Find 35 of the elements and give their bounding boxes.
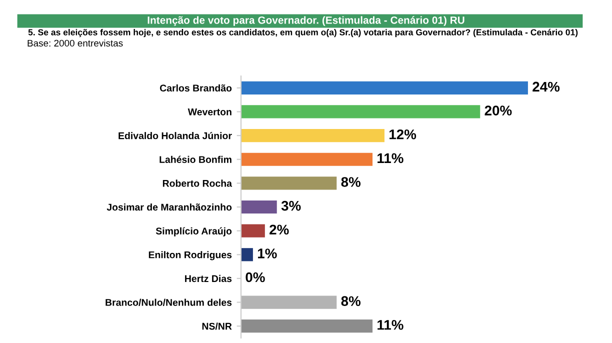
y-tick-label: Weverton (188, 108, 232, 116)
y-tick-label: Roberto Rocha (162, 180, 232, 187)
bar (241, 224, 265, 238)
y-tick-label: Josimar de Maranhãozinho (106, 203, 232, 211)
data-label: 2% (270, 224, 289, 235)
y-tick-label: Hertz Dias (185, 274, 232, 282)
bar (241, 105, 480, 118)
y-tick-label: Branco/Nulo/Nenhum deles (106, 298, 232, 306)
data-label: 1% (258, 248, 277, 258)
y-tick-label: Simplício Araújo (156, 227, 232, 236)
bar (241, 152, 373, 166)
data-label: 11% (378, 320, 404, 330)
data-label: 11% (378, 153, 404, 164)
y-tick-label: Enilton Rodrigues (148, 251, 232, 260)
bar (241, 320, 373, 333)
bar (241, 248, 253, 262)
y-tick-label: Carlos Brandão (160, 84, 232, 92)
y-tick-label: Edivaldo Holanda Júnior (118, 132, 232, 140)
data-label: 8% (341, 177, 361, 187)
bar (241, 296, 337, 309)
chart-title: Intenção de voto para Governador. (Estimulada - Cenário 01) RU (148, 16, 464, 26)
data-label: 20% (484, 106, 512, 116)
text: Base: 2000 entrevistas (28, 40, 123, 47)
y-tick-label: Lahésio Bonfim (160, 156, 232, 163)
data-label: 12% (390, 129, 416, 140)
bar (241, 176, 337, 190)
y-tick-label: NS/NR (202, 322, 232, 330)
data-label: 0% (246, 272, 265, 282)
data-label: 24% (532, 82, 560, 92)
bar (241, 128, 384, 142)
data-label: 8% (341, 296, 361, 306)
bar (241, 200, 277, 214)
chart-subtitle: 5. Se as eleições fossem hoje, e sendo estes os candidatos, em quem o(a) Sr.(a) votaria para Governador? (Estimulada - Cenário 01) (28, 28, 578, 38)
bar (241, 81, 528, 94)
data-label: 3% (281, 200, 301, 211)
